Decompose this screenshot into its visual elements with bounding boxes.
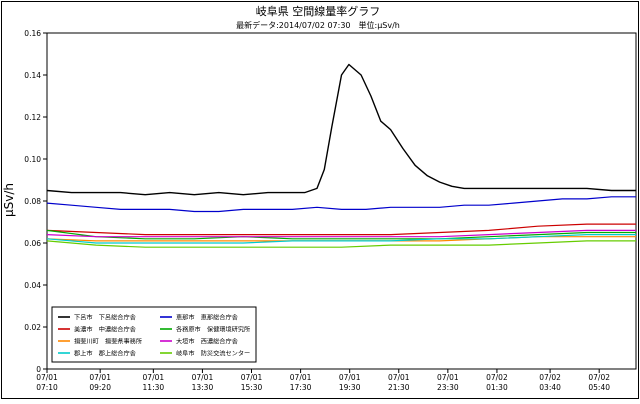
x-tick-date-label: 07/02 — [539, 373, 561, 382]
legend-label-3: 各務原市 保健環境研究所 — [176, 326, 250, 334]
x-tick-time-label: 13:30 — [192, 383, 214, 392]
x-tick-date-label: 07/01 — [388, 373, 410, 382]
y-axis-label: μSv/h — [2, 183, 16, 217]
series-line-6 — [46, 234, 636, 244]
x-tick-time-label: 19:30 — [339, 383, 361, 392]
y-tick-label: 0.12 — [24, 113, 41, 122]
legend-label-4: 揖斐川町 揖斐県事務所 — [74, 338, 142, 346]
y-tick-label: 0.14 — [24, 71, 41, 80]
legend-label-5: 大垣市 西濃総合庁舎 — [176, 338, 238, 346]
chart-subtitle: 最新データ:2014/07/02 07:30 単位:μSv/h — [236, 20, 400, 30]
legend-label-7: 岐阜市 防災交流センター — [176, 350, 250, 358]
legend-label-6: 郡上市 郡上総合庁舎 — [74, 350, 136, 358]
x-tick-time-label: 21:30 — [388, 383, 410, 392]
x-tick-date-label: 07/01 — [36, 373, 58, 382]
series-line-7 — [46, 240, 636, 248]
chart-title: 岐阜県 空間線量率グラフ — [256, 4, 381, 18]
x-tick-time-label: 09:20 — [89, 383, 111, 392]
x-tick-date-label: 07/01 — [192, 373, 214, 382]
x-tick-date-label: 07/01 — [143, 373, 165, 382]
x-tick-time-label: 05:40 — [588, 383, 610, 392]
x-tick-time-label: 07:10 — [36, 383, 58, 392]
series-line-1 — [46, 196, 636, 213]
x-tick-time-label: 11:30 — [143, 383, 165, 392]
legend-label-1: 恵那市 恵那総合庁舎 — [176, 314, 238, 322]
x-tick-time-label: 15:30 — [241, 383, 263, 392]
y-tick-label: 0.10 — [24, 155, 41, 164]
x-tick-date-label: 07/01 — [241, 373, 263, 382]
x-tick-date-label: 07/02 — [588, 373, 610, 382]
x-tick-time-label: 17:30 — [290, 383, 312, 392]
y-tick-label: 0.08 — [24, 197, 41, 206]
y-tick-label: 0.06 — [24, 239, 41, 248]
x-tick-date-label: 07/02 — [486, 373, 508, 382]
y-tick-label: 0 — [36, 365, 41, 374]
x-tick-time-label: 03:40 — [539, 383, 561, 392]
series-line-0 — [46, 63, 636, 196]
x-tick-date-label: 07/01 — [89, 373, 111, 382]
y-tick-label: 0.16 — [24, 29, 41, 38]
series-line-3 — [46, 229, 636, 240]
x-tick-time-label: 01:30 — [486, 383, 508, 392]
x-tick-date-label: 07/01 — [290, 373, 312, 382]
legend-label-2: 美濃市 中濃総合庁舎 — [74, 326, 136, 334]
series-line-5 — [46, 229, 636, 238]
y-tick-label: 0.04 — [24, 281, 41, 290]
x-tick-date-label: 07/01 — [437, 373, 459, 382]
legend-box — [51, 306, 257, 363]
x-tick-date-label: 07/01 — [339, 373, 361, 382]
legend-label-0: 下呂市 下呂総合庁舎 — [74, 314, 136, 322]
y-tick-label: 0.02 — [24, 323, 41, 332]
x-tick-time-label: 23:30 — [437, 383, 459, 392]
series-line-2 — [46, 223, 636, 236]
